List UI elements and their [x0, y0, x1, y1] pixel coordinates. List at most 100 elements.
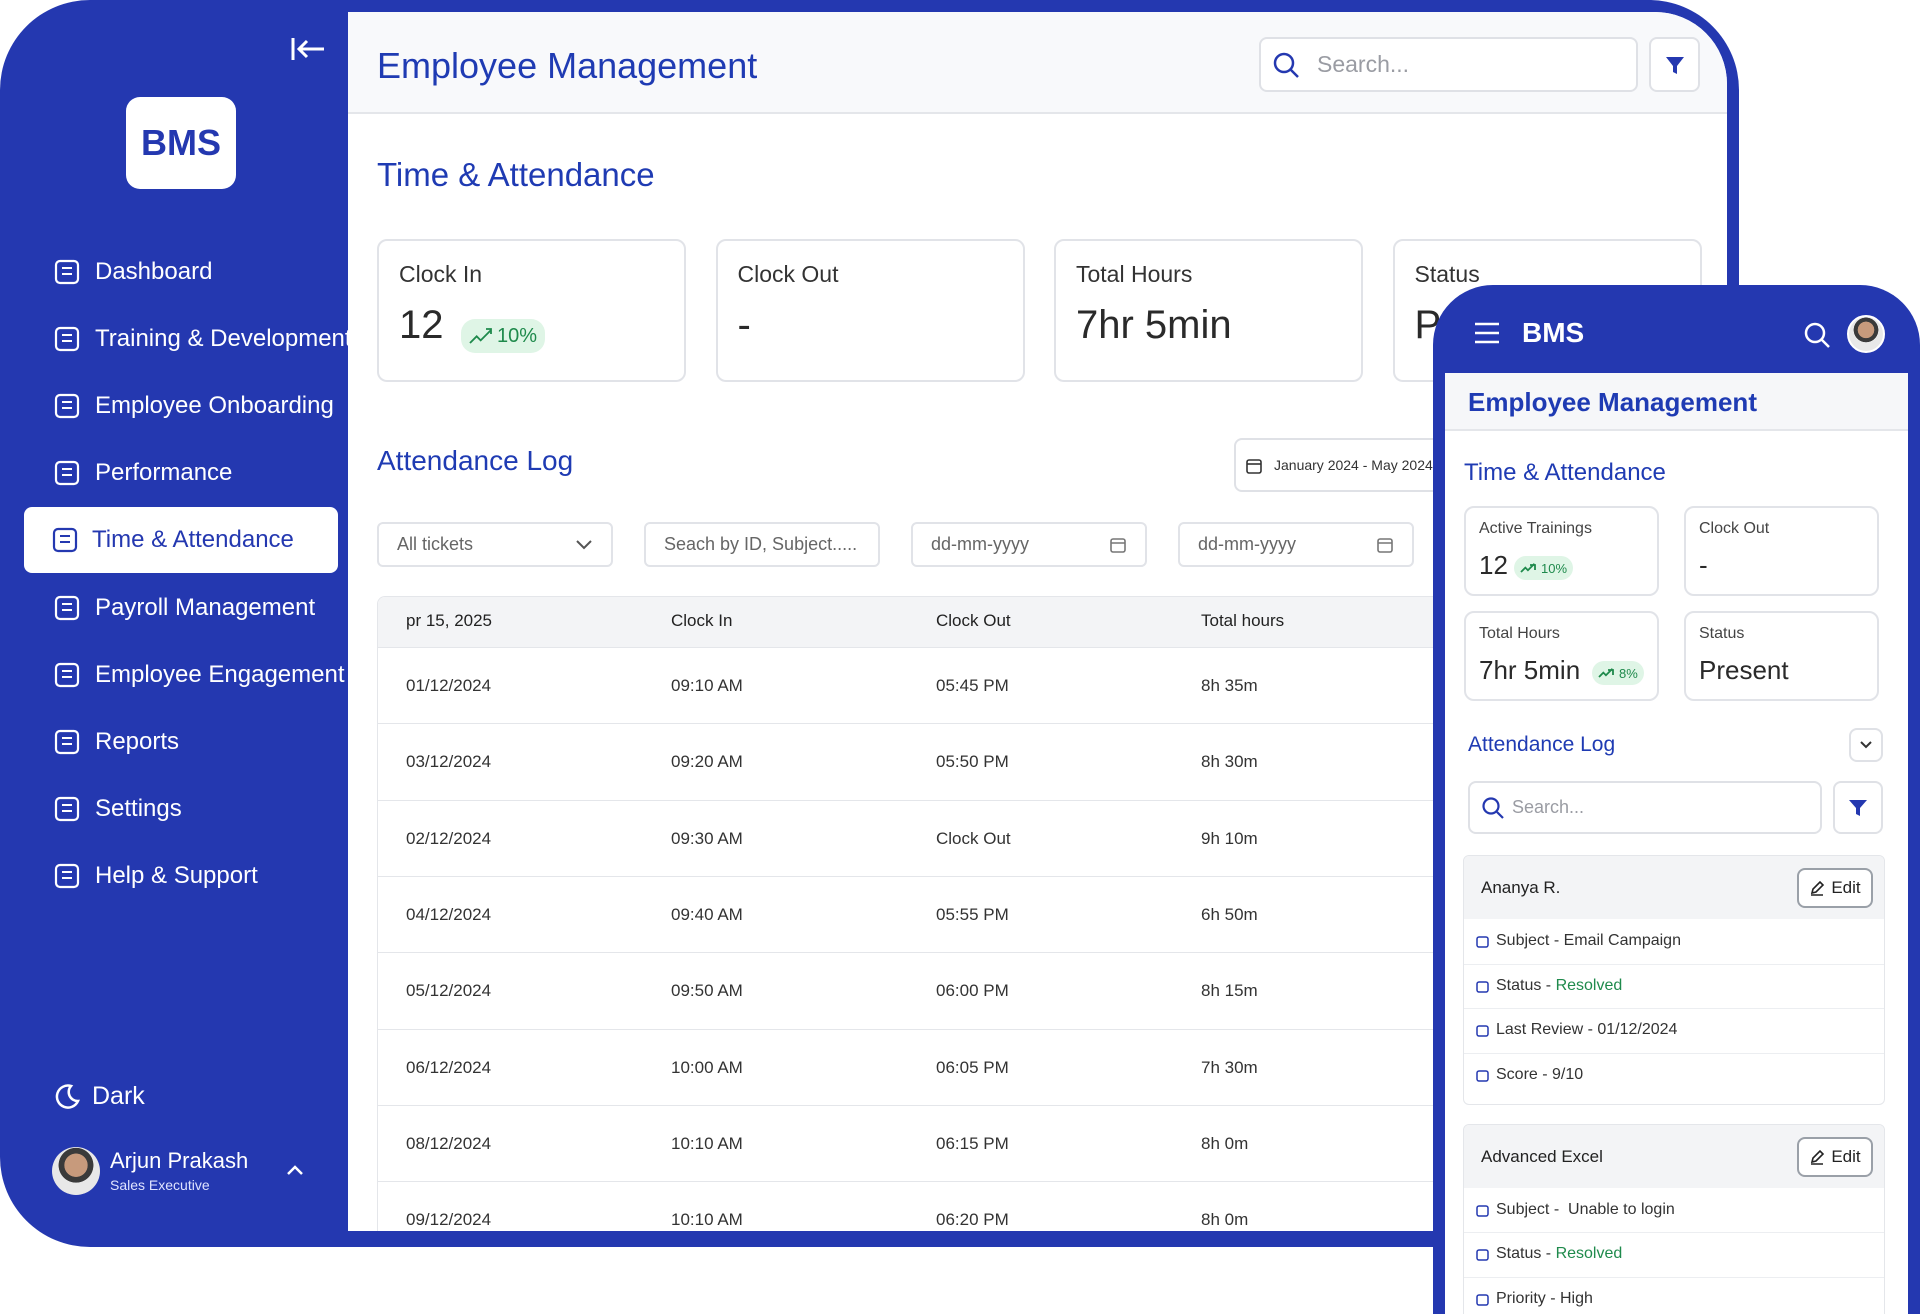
table-cell: 09:10 AM — [671, 676, 743, 695]
column-header: Clock In — [671, 611, 733, 630]
calendar-icon — [1110, 538, 1126, 553]
field-icon — [1476, 980, 1489, 993]
table-cell: 09/12/2024 — [406, 1210, 492, 1230]
nav-icon — [54, 796, 80, 821]
table-cell: 05:50 PM — [936, 752, 1009, 772]
nav-icon — [54, 863, 80, 888]
search-icon — [1273, 52, 1299, 78]
filter-icon — [1849, 799, 1867, 816]
table-cell: 06:00 PM — [936, 981, 1009, 1001]
status-value: Resolved — [1555, 976, 1623, 994]
change-value: 10% — [497, 324, 538, 347]
table-cell: 09:30 AM — [671, 828, 743, 848]
row-divider — [378, 1028, 1727, 1030]
stat-card: Clock Out - — [715, 239, 1025, 382]
table-cell: 06:05 PM — [936, 1057, 1009, 1077]
menu-icon[interactable] — [1473, 321, 1501, 345]
mobile-stat-card: Active Trainings 12 10% — [1464, 506, 1659, 596]
table-cell: 8h 0m — [1201, 1133, 1249, 1153]
list-card-title: Ananya R. — [1481, 878, 1561, 897]
nav-item[interactable]: Employee Engagement — [95, 660, 345, 688]
search-input[interactable]: Search... — [1259, 37, 1638, 92]
table-cell: 06/12/2024 — [406, 1057, 492, 1077]
nav-item[interactable]: Dashboard — [95, 258, 213, 285]
field-text: Subject - Email Campaign — [1496, 932, 1681, 949]
table-cell: 01/12/2024 — [406, 676, 492, 695]
filter-input[interactable]: All tickets — [377, 522, 613, 567]
filter-icon — [1665, 56, 1684, 74]
table-cell: 08/12/2024 — [406, 1133, 492, 1153]
nav-item[interactable]: Help & Support — [95, 861, 258, 889]
card-label: Clock In — [399, 261, 483, 287]
field-text: Status - — [1496, 1245, 1556, 1263]
table-cell: 06:20 PM — [936, 1210, 1009, 1230]
row-divider — [378, 799, 1727, 801]
section-title: Time & Attendance — [377, 156, 655, 193]
expand-button[interactable] — [1849, 728, 1883, 762]
table-cell: 02/12/2024 — [406, 828, 492, 848]
card-value: - — [737, 303, 751, 347]
card-label: Status — [1699, 625, 1745, 642]
filter-input[interactable]: dd-mm-yyyy — [911, 522, 1147, 567]
user-role: Sales Executive — [110, 1177, 210, 1193]
table-cell: 8h 35m — [1201, 676, 1258, 695]
table-cell: 8h 0m — [1201, 1210, 1249, 1230]
row-divider — [378, 1104, 1727, 1106]
stat-card: Clock In 12 10% — [377, 239, 686, 382]
table-cell: Clock Out — [936, 828, 1011, 848]
table-cell: 05:45 PM — [936, 676, 1009, 695]
row-divider — [378, 1181, 1727, 1183]
collapse-icon[interactable] — [290, 36, 326, 62]
field-text: Score - 9/10 — [1496, 1066, 1584, 1084]
field-text: Subject - Unable to login — [1496, 1200, 1675, 1218]
table-cell: 8h 15m — [1201, 981, 1258, 1001]
field-row: Score - 9/10 — [1496, 1066, 1583, 1084]
field-icon — [1476, 1070, 1489, 1082]
nav-item[interactable]: Performance — [95, 459, 233, 487]
mobile-section-title: Time & Attendance — [1464, 459, 1666, 486]
filter-input[interactable]: Seach by ID, Subject..... — [644, 522, 880, 567]
filter-input[interactable]: dd-mm-yyyy — [1178, 522, 1414, 567]
mobile-search-icon[interactable] — [1803, 321, 1831, 349]
chevron-down — [1860, 741, 1872, 749]
search-icon — [1482, 797, 1504, 819]
field-text: Last Review - 01/12/2024 — [1496, 1021, 1678, 1039]
edit-button[interactable]: Edit — [1797, 1136, 1873, 1177]
mobile-frame: BMS Employee Management Time & Attendanc… — [1433, 285, 1920, 1314]
nav-item[interactable]: Time & Attendance — [92, 526, 294, 554]
field-divider — [1464, 1053, 1884, 1055]
mobile-search-input[interactable]: Search... — [1468, 781, 1822, 834]
filter-button[interactable] — [1649, 37, 1700, 92]
table-cell: 04/12/2024 — [406, 904, 492, 924]
mobile-filter-button[interactable] — [1833, 781, 1883, 834]
field-row: Subject - Email Campaign — [1496, 932, 1681, 950]
nav-icon — [54, 326, 80, 352]
table-cell: 10:00 AM — [671, 1057, 743, 1077]
edit-button[interactable]: Edit — [1797, 868, 1873, 908]
card-label: Status — [1414, 261, 1480, 287]
nav-icon — [54, 662, 80, 687]
row-divider — [378, 952, 1727, 954]
table-cell: 6h 50m — [1201, 904, 1258, 924]
field-divider — [1464, 1232, 1884, 1234]
table-cell: 09:40 AM — [671, 904, 743, 924]
user-avatar — [52, 1147, 100, 1195]
field-row: Priority - High — [1496, 1290, 1593, 1308]
nav-item[interactable]: Training & Development — [95, 325, 352, 353]
nav-item[interactable]: Settings — [95, 794, 182, 822]
table-cell: 10:10 AM — [671, 1133, 743, 1153]
dropdown-icon — [576, 540, 592, 550]
mobile-header-bar — [1445, 373, 1908, 431]
edit-label: Edit — [1831, 1146, 1861, 1166]
mobile-avatar[interactable] — [1847, 315, 1885, 353]
nav-item[interactable]: Reports — [95, 727, 180, 755]
list-card: Ananya R. Edit Subject - Email Campaign Sta… — [1463, 855, 1885, 1105]
nav-item[interactable]: Employee Onboarding — [95, 392, 334, 420]
column-header: pr 15, 2025 — [406, 611, 493, 630]
card-label: Clock Out — [1699, 520, 1770, 537]
nav-item[interactable]: Payroll Management — [95, 593, 316, 621]
field-icon — [1476, 936, 1489, 948]
change-badge: 8% — [1592, 661, 1644, 685]
theme-toggle[interactable]: Dark — [92, 1081, 145, 1110]
chevron-up[interactable] — [286, 1164, 304, 1176]
